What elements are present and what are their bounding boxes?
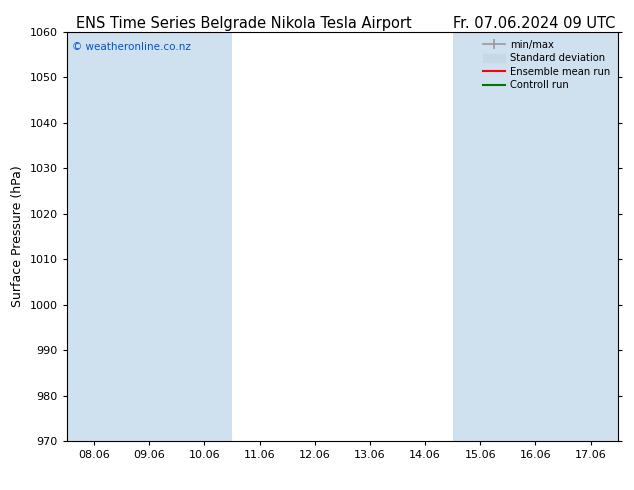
Bar: [453, 32, 508, 441]
Text: © weatheronline.co.nz: © weatheronline.co.nz: [72, 42, 191, 52]
Bar: [122, 32, 177, 441]
Text: ENS Time Series Belgrade Nikola Tesla Airport: ENS Time Series Belgrade Nikola Tesla Ai…: [76, 16, 412, 31]
Text: Fr. 07.06.2024 09 UTC: Fr. 07.06.2024 09 UTC: [453, 16, 615, 31]
Bar: [177, 32, 232, 441]
Bar: [563, 32, 618, 441]
Legend: min/max, Standard deviation, Ensemble mean run, Controll run: min/max, Standard deviation, Ensemble me…: [479, 36, 614, 95]
Bar: [67, 32, 122, 441]
Bar: [508, 32, 563, 441]
Y-axis label: Surface Pressure (hPa): Surface Pressure (hPa): [11, 166, 24, 307]
